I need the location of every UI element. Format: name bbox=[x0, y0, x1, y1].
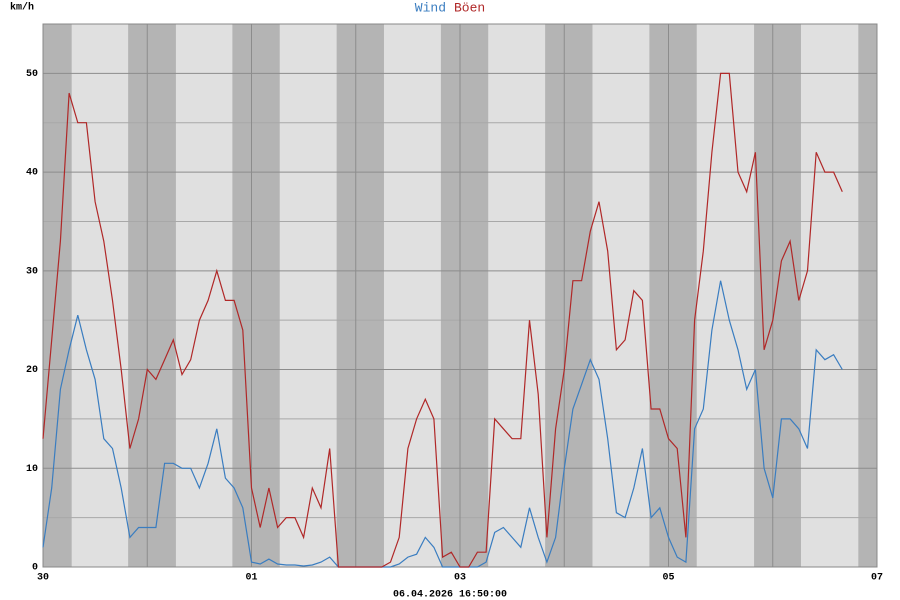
legend-entry: Böen bbox=[454, 0, 485, 15]
night-band bbox=[858, 24, 877, 567]
y-tick-label: 20 bbox=[26, 365, 38, 376]
x-tick-label: 05 bbox=[662, 573, 674, 584]
y-tick-label: 10 bbox=[26, 464, 38, 475]
legend-entry: Wind bbox=[415, 0, 446, 15]
y-tick-label: 40 bbox=[26, 168, 38, 179]
x-tick-label: 03 bbox=[454, 573, 466, 584]
night-band bbox=[649, 24, 697, 567]
night-band bbox=[440, 24, 489, 567]
x-tick-label: 30 bbox=[37, 573, 49, 584]
night-band bbox=[336, 24, 384, 567]
night-band bbox=[232, 24, 280, 567]
series-line bbox=[42, 72, 843, 568]
night-band bbox=[43, 24, 72, 567]
x-tick-label: 01 bbox=[245, 573, 257, 584]
night-band bbox=[545, 24, 593, 567]
y-tick-label: 50 bbox=[26, 69, 38, 80]
footer: 06.04.2026 16:50:00 bbox=[393, 590, 507, 600]
y-axis-label: km/h bbox=[10, 2, 34, 14]
x-tick-label: 07 bbox=[871, 573, 883, 584]
y-tick-label: 30 bbox=[26, 266, 38, 277]
y-tick-label: 0 bbox=[32, 563, 38, 574]
series-line bbox=[42, 280, 843, 568]
night-band bbox=[128, 24, 176, 567]
